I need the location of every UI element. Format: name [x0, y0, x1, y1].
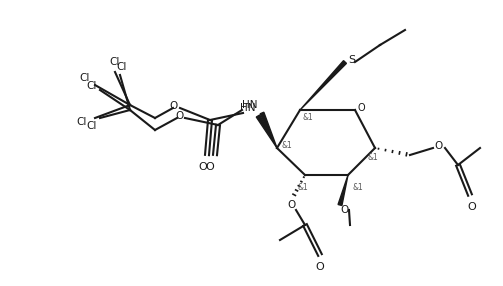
Text: &1: &1 [282, 142, 292, 150]
Text: Cl: Cl [87, 81, 97, 91]
Text: S: S [349, 55, 356, 65]
Text: O: O [199, 162, 207, 172]
Text: O: O [206, 162, 214, 172]
Text: O: O [288, 200, 296, 210]
Text: &1: &1 [353, 182, 363, 192]
Text: O: O [176, 111, 184, 121]
Text: O: O [357, 103, 365, 113]
Text: &1: &1 [303, 114, 313, 122]
Text: Cl: Cl [110, 57, 120, 67]
Text: O: O [315, 262, 324, 272]
Text: &1: &1 [298, 182, 308, 192]
Text: Cl: Cl [117, 62, 127, 72]
Polygon shape [257, 115, 277, 148]
Text: O: O [341, 205, 349, 215]
Text: Cl: Cl [80, 73, 90, 83]
Text: Cl: Cl [87, 121, 97, 131]
Text: O: O [170, 101, 178, 111]
Text: HN: HN [240, 103, 256, 113]
Text: HN: HN [242, 100, 258, 110]
Polygon shape [300, 61, 347, 110]
Polygon shape [260, 112, 277, 148]
Text: O: O [468, 202, 476, 212]
Text: &1: &1 [368, 154, 378, 162]
Polygon shape [338, 175, 348, 206]
Text: Cl: Cl [77, 117, 87, 127]
Text: O: O [435, 141, 443, 151]
